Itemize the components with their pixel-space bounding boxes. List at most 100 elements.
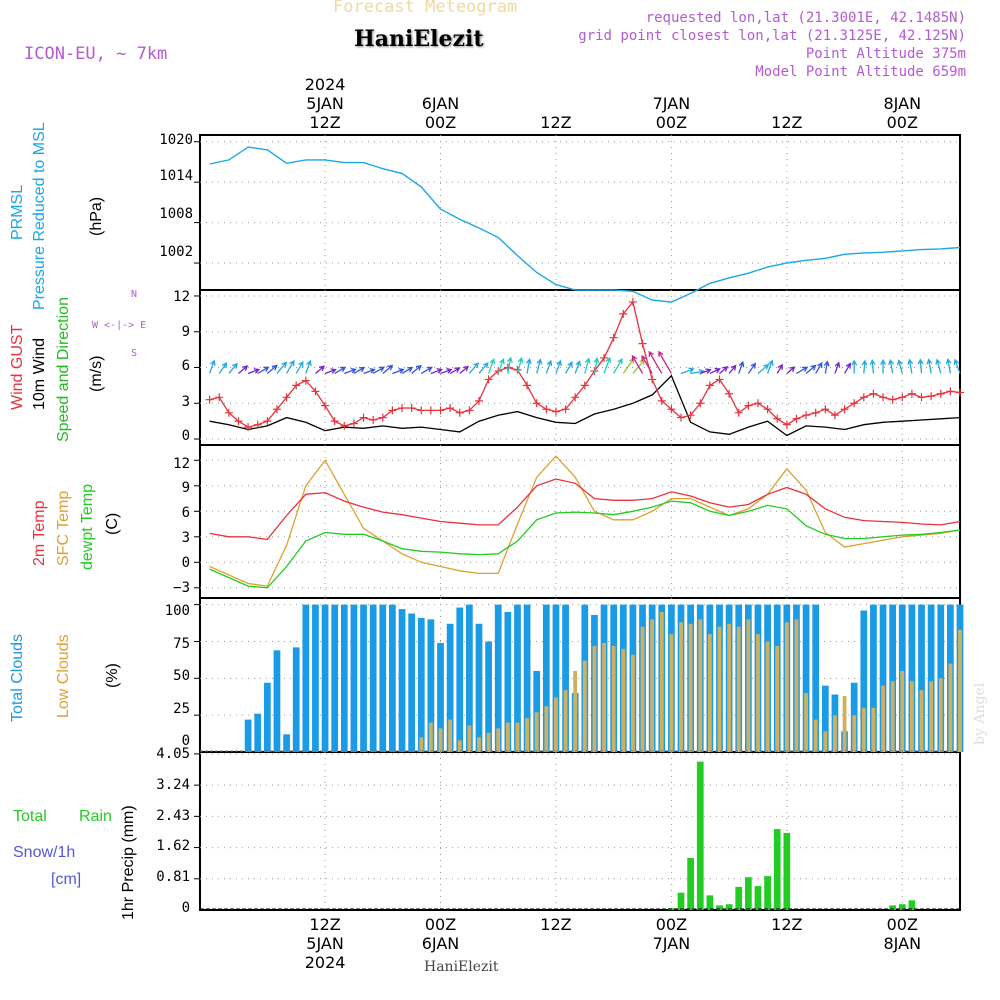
prmsl-line (209, 146, 961, 303)
wind-direction-arrow (324, 368, 337, 375)
gust-marker (667, 405, 676, 414)
snow-unit: [cm] (51, 871, 82, 888)
gust-marker (532, 399, 541, 408)
low-cloud-bar (900, 670, 905, 752)
low-cloud-bar (448, 719, 453, 752)
wind-direction-arrow (286, 359, 295, 374)
wind-direction-arrow (238, 365, 249, 374)
wind-direction-arrow (266, 364, 278, 374)
wind-direction-arrow (315, 365, 325, 374)
gust-marker (465, 406, 474, 415)
gust-marker (571, 393, 580, 402)
low-cloud-bar (563, 690, 568, 752)
wind-direction-arrow (295, 360, 304, 374)
wind-direction-arrow (516, 356, 524, 374)
wind-direction-arrow (574, 360, 581, 374)
wind-direction-arrow (945, 357, 952, 374)
wind-direction-arrow (747, 362, 757, 374)
total-cloud-bar (821, 685, 829, 752)
gust-marker (753, 399, 762, 408)
total-cloud-bar (908, 604, 916, 752)
t-tick-3: 3 (181, 530, 190, 546)
wind-direction-arrow (536, 358, 543, 374)
total-label: Total (13, 808, 47, 825)
wind-direction-arrow (555, 359, 562, 374)
wind-direction-arrow (805, 364, 817, 374)
gust-marker (859, 393, 868, 402)
gust-marker (253, 420, 262, 429)
gust-marker (648, 375, 657, 384)
gust-marker (282, 393, 291, 402)
gust-marker (301, 376, 310, 385)
r-tick-243: 2.43 (156, 808, 190, 824)
wind-direction-arrow (766, 359, 774, 374)
total-cloud-bar (475, 623, 483, 752)
wind-direction-arrow (843, 362, 851, 374)
precip-bar (754, 886, 762, 910)
low-cloud-bar (938, 678, 943, 752)
wind-direction-arrow (935, 358, 942, 374)
gust-marker (523, 381, 532, 390)
low-cloud-bar (486, 732, 491, 752)
wind-direction-arrow (613, 357, 623, 374)
gust-marker (244, 423, 253, 432)
precip-bar (716, 905, 723, 910)
wind-direction-arrow (334, 366, 347, 375)
panel-frame-precip (199, 751, 961, 911)
wind-direction-arrow (257, 366, 270, 375)
wind-direction-arrow (757, 363, 770, 374)
wind-direction-arrow (228, 362, 238, 374)
gust-marker (898, 393, 907, 402)
total-cloud-bar (802, 604, 810, 752)
r-tick-324: 3.24 (156, 777, 190, 793)
t-tick-9: 9 (181, 480, 190, 496)
wind-direction-arrow (487, 358, 496, 374)
wind-direction-arrow (478, 362, 489, 374)
low-cloud-bar (861, 707, 866, 752)
total-cloud-bar (360, 604, 367, 752)
gust-marker (484, 375, 493, 384)
gust-marker (956, 388, 964, 397)
wind-direction-arrow (907, 358, 914, 374)
gust-marker (773, 414, 782, 423)
gust-marker (494, 367, 503, 376)
top-time-label-5-0: 8JAN (884, 94, 922, 113)
panel-frame-temp (199, 444, 961, 599)
wind-direction-arrow (917, 358, 924, 374)
wind-direction-arrow (411, 364, 422, 374)
w-tick-9: 9 (181, 324, 190, 340)
total-cloud-bar (283, 734, 290, 752)
total-cloud-bar (437, 642, 444, 752)
location-title: HaniElezit (354, 26, 484, 52)
wind-direction-arrow (631, 354, 644, 374)
gust-marker (234, 417, 243, 426)
gust-marker (696, 399, 705, 408)
r-tick-0: 0 (181, 900, 190, 916)
total-cloud-bar (927, 604, 935, 752)
requested-coords: requested lon,lat (21.3001E, 42.1485N) (645, 10, 966, 26)
low-cloud-bar (669, 634, 674, 752)
total-cloud-bar (860, 610, 868, 752)
wind-direction-arrow (641, 354, 653, 374)
total-cloud-bar (369, 604, 377, 752)
precip-bar (764, 876, 771, 910)
r-tick-162: 1.62 (156, 838, 190, 854)
total-cloud-bar (456, 607, 464, 752)
top-time-label-1-1: 00Z (425, 113, 456, 132)
top-time-label-1-0: 6JAN (422, 94, 460, 113)
gust-marker (426, 406, 435, 415)
low-cloud-bar (496, 728, 501, 752)
bottom-time-label-5-0: 00Z (887, 915, 918, 934)
gust-marker (657, 396, 666, 405)
wind-direction-arrow (218, 362, 228, 374)
wind-direction-arrow (506, 356, 513, 374)
gust-marker (763, 405, 772, 414)
total-cloud-bar (879, 604, 887, 752)
wind-direction-arrow (247, 368, 261, 375)
c-tick-100: 100 (164, 603, 190, 619)
gust-marker (744, 401, 753, 410)
w-tick-12: 12 (173, 289, 190, 305)
wind-direction-arrow (861, 359, 868, 374)
gust-marker (436, 406, 445, 415)
gust-marker (830, 411, 839, 420)
